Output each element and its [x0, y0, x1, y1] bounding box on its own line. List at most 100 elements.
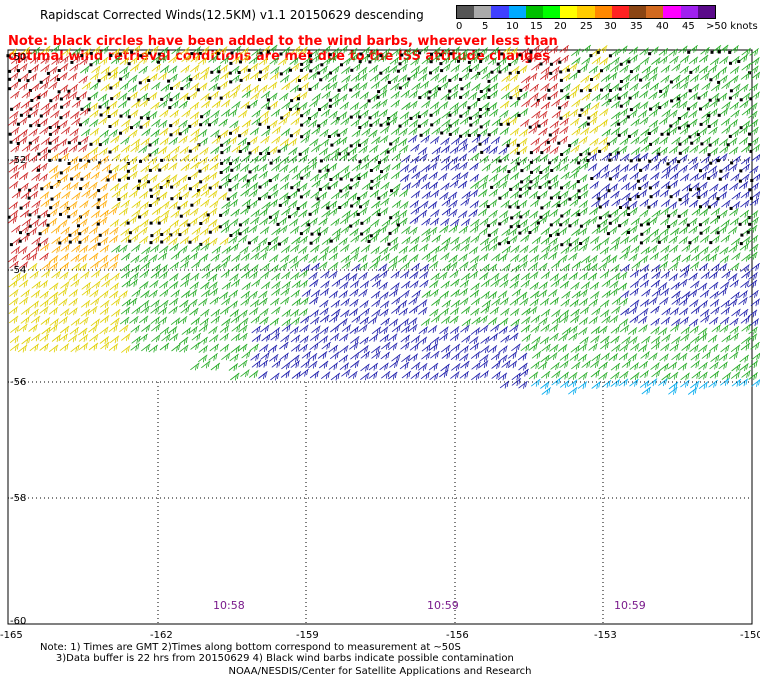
flag-marker: [317, 71, 321, 75]
wind-barb: [359, 345, 369, 354]
wind-barb: [71, 192, 81, 200]
wind-barb: [381, 341, 391, 350]
flag-marker: [659, 89, 663, 93]
wind-barb: [440, 315, 451, 324]
wind-barb: [520, 324, 531, 333]
wind-barb: [708, 126, 718, 135]
wind-barb: [639, 198, 650, 207]
wind-barb: [321, 45, 331, 54]
wind-barb: [650, 326, 660, 335]
wind-barb: [391, 353, 401, 362]
wind-barb: [721, 270, 731, 279]
flag-marker: [137, 98, 141, 102]
wind-barb: [248, 189, 258, 198]
wind-barb: [249, 84, 260, 93]
wind-barb: [148, 254, 158, 263]
wind-barb: [89, 333, 99, 342]
wind-barb: [138, 226, 148, 235]
wind-barb: [67, 334, 78, 343]
wind-barb: [128, 189, 139, 198]
wind-barb: [537, 361, 548, 370]
wind-barb: [658, 261, 669, 270]
wind-barb: [700, 155, 711, 164]
wind-barb: [269, 254, 279, 263]
wind-barb: [391, 324, 402, 333]
wind-barb: [557, 344, 568, 353]
wind-barb: [349, 102, 360, 111]
wind-barb: [600, 352, 611, 361]
wind-barb: [250, 352, 260, 361]
wind-barb: [707, 253, 718, 262]
wind-barb: [688, 289, 698, 298]
wind-barb: [80, 65, 90, 74]
wind-barb: [470, 71, 480, 80]
wind-barb: [359, 91, 370, 100]
wind-barb: [389, 360, 399, 368]
flag-marker: [360, 232, 364, 236]
wind-barb: [131, 306, 141, 315]
wind-barb: [379, 246, 389, 255]
flag-marker: [57, 78, 60, 81]
wind-barb: [479, 155, 489, 164]
flag-marker: [297, 97, 300, 101]
flag-marker: [239, 60, 242, 64]
wind-barb: [690, 253, 701, 262]
flag-marker: [707, 114, 711, 118]
flag-marker: [48, 126, 52, 129]
wind-barb: [628, 336, 638, 345]
wind-barb: [309, 173, 320, 182]
wind-barb: [570, 315, 580, 324]
wind-barb: [241, 198, 252, 207]
wind-barb: [90, 171, 100, 180]
wind-barb: [88, 252, 99, 261]
flag-marker: [247, 142, 251, 146]
flag-marker: [389, 142, 393, 146]
wind-barb: [348, 273, 358, 282]
flag-marker: [619, 62, 623, 66]
wind-barb: [99, 326, 109, 335]
wind-barb: [328, 245, 339, 254]
flag-marker: [216, 52, 220, 56]
flag-marker: [9, 243, 13, 247]
wind-barb: [678, 164, 688, 173]
wind-barb: [599, 270, 610, 279]
wind-barb: [668, 273, 679, 282]
wind-barb: [117, 100, 128, 109]
flag-marker: [237, 71, 241, 74]
flag-marker: [269, 161, 273, 165]
wind-barb: [450, 236, 460, 245]
legend-swatch: [525, 6, 544, 18]
wind-barb: [348, 308, 359, 317]
wind-barb: [350, 118, 361, 127]
flag-marker: [67, 89, 71, 93]
wind-barb: [50, 44, 61, 53]
wind-barb: [41, 326, 51, 335]
wind-barb: [340, 165, 350, 174]
wind-barb: [440, 280, 451, 289]
wind-barb: [368, 144, 379, 153]
flag-marker: [506, 144, 510, 148]
wind-barb: [571, 361, 581, 370]
wind-barb: [429, 288, 439, 297]
wind-barb: [429, 189, 440, 198]
wind-barb: [671, 318, 681, 327]
wind-barb: [210, 315, 221, 324]
flag-marker: [139, 159, 142, 163]
wind-barb: [710, 263, 721, 272]
wind-barb: [481, 299, 492, 308]
flag-marker: [228, 71, 232, 75]
wind-barb: [689, 162, 699, 171]
wind-barb: [568, 325, 578, 334]
flag-marker: [568, 144, 572, 148]
wind-barb: [710, 207, 721, 216]
flag-marker: [587, 116, 591, 120]
flag-marker: [477, 98, 481, 101]
flag-marker: [300, 135, 304, 139]
legend-swatch: [508, 6, 526, 18]
wind-barb: [50, 110, 60, 119]
wind-barb: [610, 325, 621, 334]
wind-barb: [201, 270, 211, 279]
flag-marker: [689, 70, 693, 74]
flag-marker: [98, 233, 102, 237]
wind-barb: [251, 278, 261, 287]
